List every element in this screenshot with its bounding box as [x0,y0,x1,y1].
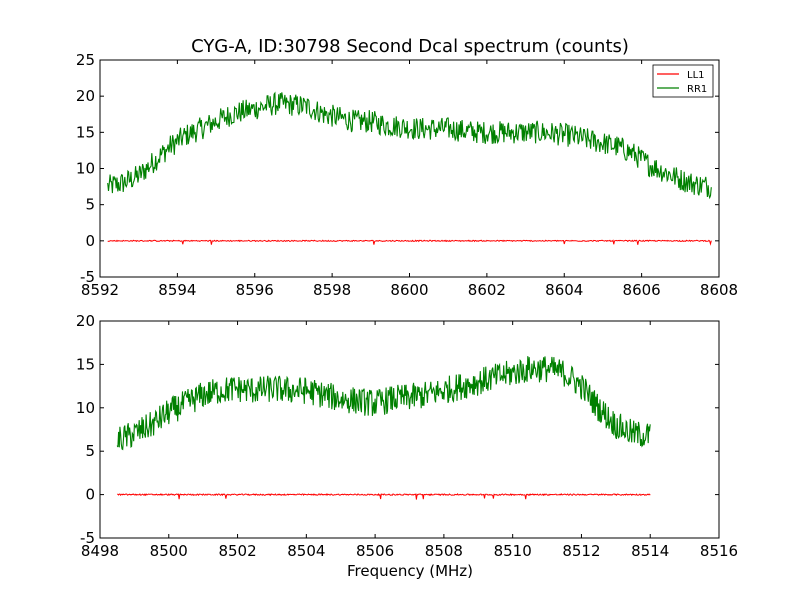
x-axis-label: Frequency (MHz) [347,562,473,580]
series-line-rr1 [107,91,712,200]
x-tick-label: 8598 [313,281,351,299]
panel-top: 8592 8594 8596 8598 8600 8602 8604 8606 8608 -5 0 5… [76,51,738,299]
x-tick-label: 8510 [494,542,532,560]
x-tick-label: 8608 [700,281,738,299]
series-line-ll1 [107,239,712,246]
series-line-ll1 [117,492,651,500]
x-tick-label: 8498 [81,542,119,560]
x-tick-label: 8596 [236,281,274,299]
x-tick-label: 8594 [158,281,196,299]
legend-label-ll1: LL1 [687,70,705,81]
y-tick-label: 25 [76,51,95,69]
y-tick-label: 0 [85,232,95,250]
y-tick-label: 5 [85,196,95,214]
x-tick-label: 8500 [150,542,188,560]
x-tick-label: 8514 [631,542,669,560]
x-tick-label: 8508 [425,542,463,560]
x-tick-label: 8592 [81,281,119,299]
legend-label-rr1: RR1 [687,84,707,95]
x-tick-label: 8600 [390,281,428,299]
x-tick-label: 8506 [356,542,394,560]
y-tick-label: 20 [76,87,95,105]
chart-title: CYG-A, ID:30798 Second Dcal spectrum (co… [191,36,629,57]
x-tick-label: 8606 [623,281,661,299]
y-tick-label: -5 [80,529,95,547]
x-tick-label: 8602 [468,281,506,299]
y-tick-label: 10 [76,399,95,417]
x-tick-label: 8516 [700,542,738,560]
x-tick-label: 8504 [287,542,325,560]
y-tick-label: -5 [80,268,95,286]
axes-frame [99,320,720,539]
y-tick-label: 10 [76,160,95,178]
x-tick-label: 8604 [545,281,583,299]
y-tick-label: 5 [85,442,95,460]
y-tick-label: 15 [76,123,95,141]
series-line-rr1 [116,356,651,451]
x-tick-label: 8512 [562,542,600,560]
y-tick-label: 15 [76,355,95,373]
panel-bottom: 8498 8500 8502 8504 8506 8508 8510 8512 8514 8516… [76,312,738,560]
y-tick-label: 0 [85,486,95,504]
x-tick-label: 8502 [218,542,256,560]
y-tick-label: 20 [76,312,95,330]
